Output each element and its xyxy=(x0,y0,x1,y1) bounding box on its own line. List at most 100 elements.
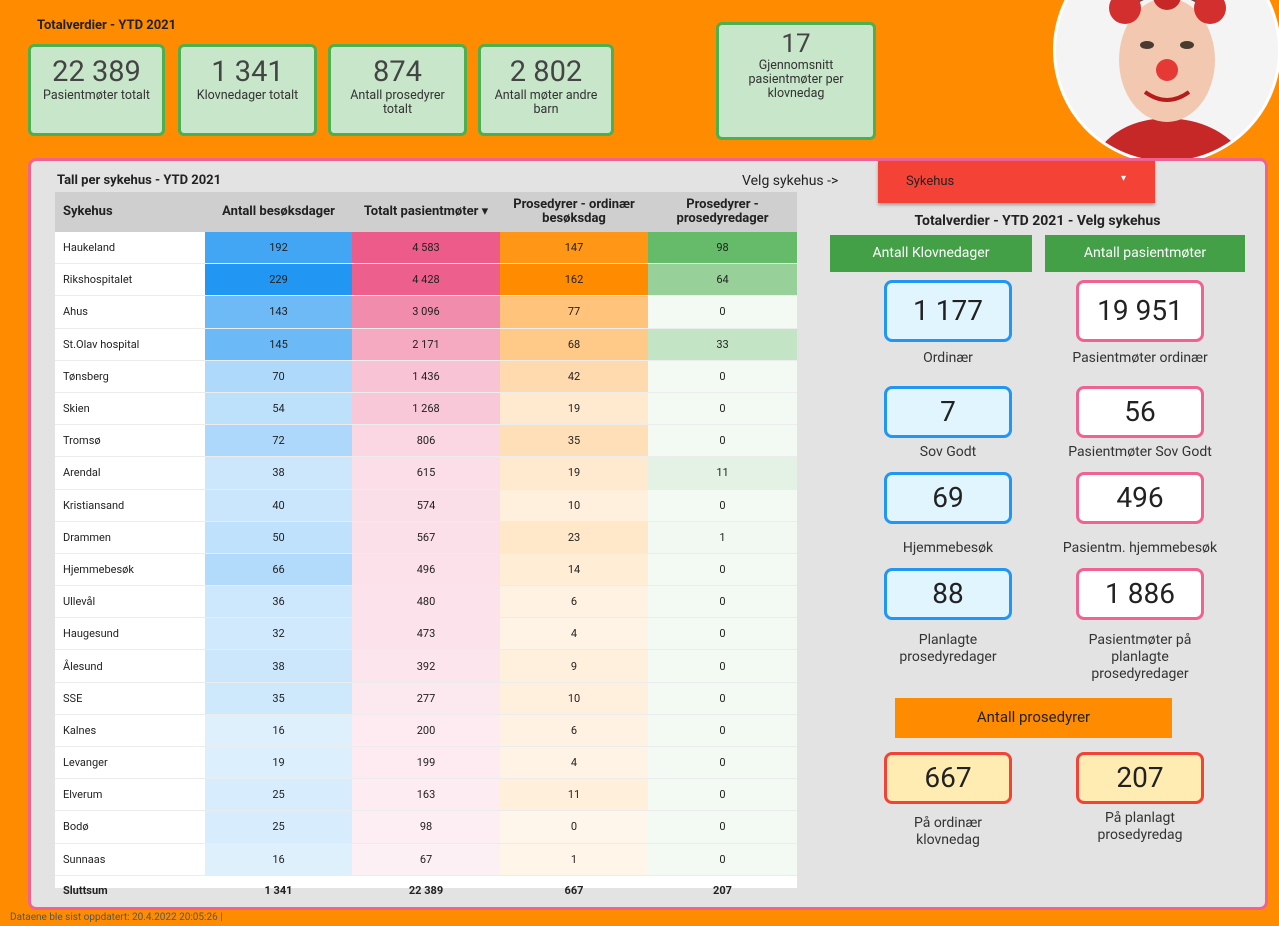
table-cell: 0 xyxy=(648,714,797,746)
row-label: Haugesund xyxy=(55,618,205,650)
column-header: Sykehus xyxy=(55,192,205,232)
table-cell: 1 268 xyxy=(352,392,500,424)
table-cell: 192 xyxy=(205,232,352,264)
kpi-label: Antall møter andre barn xyxy=(481,89,611,117)
value-box: 69 xyxy=(884,472,1012,524)
total-cell: 207 xyxy=(648,875,797,906)
table-cell: 0 xyxy=(648,425,797,457)
kpi-label: Klovnedager totalt xyxy=(181,89,314,103)
row-label: SSE xyxy=(55,682,205,714)
table-cell: 98 xyxy=(648,232,797,264)
row-label: St.Olav hospital xyxy=(55,328,205,360)
table-cell: 0 xyxy=(648,586,797,618)
row-label: Drammen xyxy=(55,521,205,553)
table-cell: 19 xyxy=(500,457,648,489)
table-cell: 145 xyxy=(205,328,352,360)
table-cell: 4 xyxy=(500,747,648,779)
total-cell: 1 341 xyxy=(205,875,352,906)
table-cell: 38 xyxy=(205,650,352,682)
table-cell: 42 xyxy=(500,360,648,392)
table-cell: 6 xyxy=(500,714,648,746)
value-label: Pasientmøter ordinær xyxy=(1050,350,1230,367)
table-cell: 9 xyxy=(500,650,648,682)
table-cell: 0 xyxy=(648,296,797,328)
table-cell: 0 xyxy=(648,489,797,521)
table-cell: 4 428 xyxy=(352,264,500,296)
footer: Dataene ble sist oppdatert: 20.4.2022 20… xyxy=(10,912,223,923)
kpi-label: Antall prosedyrer totalt xyxy=(331,89,464,117)
kpi-value: 22 389 xyxy=(31,55,162,89)
table-cell: 66 xyxy=(205,553,352,585)
table-cell: 50 xyxy=(205,521,352,553)
table-cell: 0 xyxy=(648,360,797,392)
table-cell: 40 xyxy=(205,489,352,521)
table-cell: 19 xyxy=(205,747,352,779)
kpi-value: 874 xyxy=(331,55,464,89)
column-header: Prosedyrer - prosedyredager xyxy=(648,192,797,232)
table-cell: 36 xyxy=(205,586,352,618)
row-label: Ahus xyxy=(55,296,205,328)
kpi-label: Gjennomsnitt pasientmøter per klovnedag xyxy=(719,59,873,101)
table-cell: 0 xyxy=(648,779,797,811)
header-title: Totalverdier - YTD 2021 xyxy=(37,18,176,33)
group-header: Antall Klovnedager xyxy=(830,235,1032,272)
total-cell: Sluttsum xyxy=(55,875,205,906)
table-cell: 35 xyxy=(205,682,352,714)
row-label: Skien xyxy=(55,392,205,424)
table-cell: 143 xyxy=(205,296,352,328)
table-cell: 0 xyxy=(500,811,648,843)
value-label: Planlagte prosedyredager xyxy=(873,632,1023,666)
side-title: Totalverdier - YTD 2021 - Velg sykehus xyxy=(820,213,1255,229)
row-label: Ålesund xyxy=(55,650,205,682)
table-cell: 25 xyxy=(205,811,352,843)
table-cell: 162 xyxy=(500,264,648,296)
row-label: Rikshospitalet xyxy=(55,264,205,296)
value-label: På planlagt prosedyredag xyxy=(1075,810,1205,844)
table-cell: 33 xyxy=(648,328,797,360)
table-cell: 199 xyxy=(352,747,500,779)
table-cell: 0 xyxy=(648,618,797,650)
value-label: Pasientmøter Sov Godt xyxy=(1050,444,1230,461)
table-cell: 496 xyxy=(352,553,500,585)
kpi-value: 1 341 xyxy=(181,55,314,89)
table-cell: 14 xyxy=(500,553,648,585)
value-box: 19 951 xyxy=(1076,280,1204,342)
hospital-dropdown[interactable]: Sykehus ▾ xyxy=(878,161,1155,203)
group-header: Antall prosedyrer xyxy=(895,698,1172,738)
row-label: Kalnes xyxy=(55,714,205,746)
table-cell: 11 xyxy=(648,457,797,489)
page: Totalverdier - YTD 2021 Tall per sykehus… xyxy=(0,0,1279,926)
row-label: Ullevål xyxy=(55,586,205,618)
table-cell: 277 xyxy=(352,682,500,714)
table-cell: 0 xyxy=(648,747,797,779)
row-label: Arendal xyxy=(55,457,205,489)
value-box: 1 886 xyxy=(1076,568,1204,620)
table-cell: 10 xyxy=(500,489,648,521)
table-cell: 0 xyxy=(648,811,797,843)
dropdown-arrow: ▾ xyxy=(1121,173,1126,184)
table-cell: 0 xyxy=(648,650,797,682)
column-header: Totalt pasientmøter ▾ xyxy=(352,192,500,232)
table-cell: 4 xyxy=(500,618,648,650)
table-cell: 1 436 xyxy=(352,360,500,392)
kpi-value: 17 xyxy=(719,29,873,59)
table-cell: 6 xyxy=(500,586,648,618)
table-cell: 54 xyxy=(205,392,352,424)
value-label: Sov Godt xyxy=(858,444,1038,461)
